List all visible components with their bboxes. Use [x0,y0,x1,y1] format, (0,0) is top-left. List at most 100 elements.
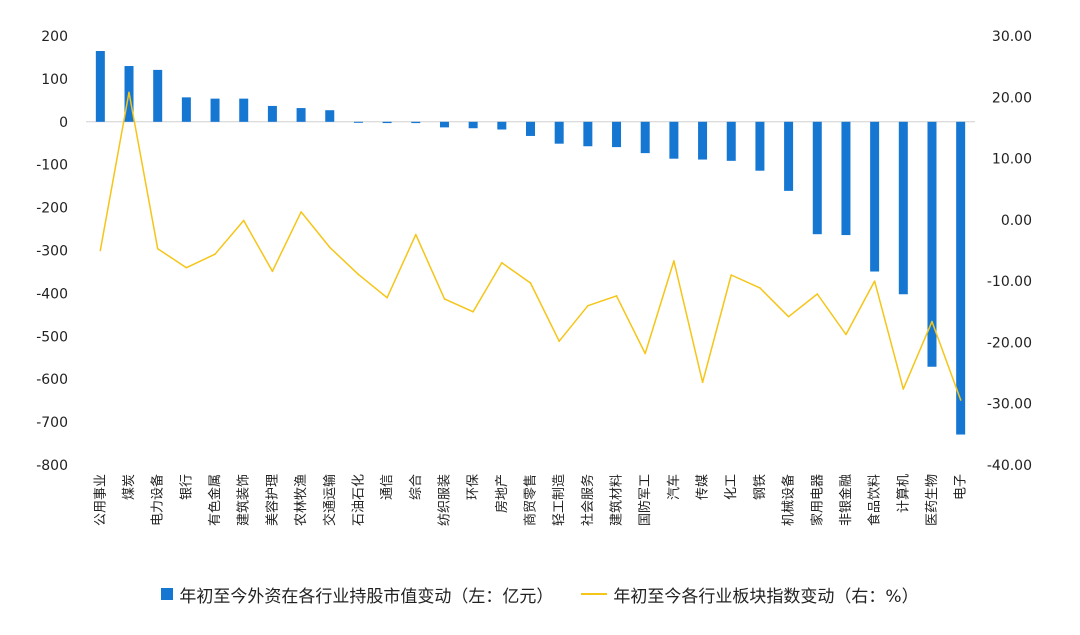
category-label: 有色金属 [207,474,223,526]
bar [669,121,679,159]
line-point [357,273,360,276]
legend-label-bar: 年初至今外资在各行业持股市值变动（左：亿元） [179,586,554,607]
line-point [386,296,388,299]
line-point [414,233,417,236]
bar [239,98,249,122]
bar [554,121,564,144]
bar [181,97,191,122]
legend-swatch-bar [161,588,174,600]
bar [726,121,736,161]
category-label: 食品饮料 [867,474,883,526]
bar [841,121,851,236]
category-label: 家用电器 [809,474,825,526]
category-label: 非银金融 [838,474,854,526]
left-tick-label: -200 [36,201,68,217]
bar [698,121,708,160]
line-point [472,310,474,313]
legend-label-line: 年初至今各行业板块指数变动（右：%） [613,586,919,607]
right-tick-label: 10.00 [992,152,1032,168]
line-point [873,280,876,282]
bar [382,121,392,124]
bar [612,121,622,148]
line-point [644,352,647,355]
category-label: 环保 [466,474,481,500]
line-point [558,340,560,343]
category-label: 国防军工 [637,474,653,526]
line-point [615,295,618,297]
line-point [214,253,216,255]
line-point [759,287,761,289]
category-label: 医药生物 [925,474,940,526]
line-point [128,91,130,94]
right-tick-label: 0.00 [1001,213,1032,229]
line-point [959,399,962,401]
line-point [701,381,704,384]
left-axis-ticks: 200 100 0 -100 -200 -300 -400 -500 -600 -700 -800 [36,29,68,474]
category-label: 商贸零售 [523,474,539,526]
legend-item-bar: 年初至今外资在各行业持股市值变动（左：亿元） [161,582,553,607]
category-label: 通信 [380,474,395,500]
bar [325,110,335,122]
line-point [271,270,274,273]
legend-item-line: 年初至今各行业板块指数变动（右：%） [581,582,919,607]
line-point [501,261,503,264]
category-label: 美容护理 [264,474,280,526]
bar [927,121,937,367]
category-label: 银行 [179,474,194,500]
left-tick-label: -800 [36,458,68,474]
category-label: 社会服务 [580,474,596,526]
right-tick-label: 30.00 [992,29,1032,45]
left-tick-label: 100 [41,72,68,88]
line-point [931,320,933,323]
left-tick-label: -600 [36,372,68,388]
left-tick-label: -500 [36,329,68,345]
category-label: 石油石化 [351,474,366,526]
category-label: 交通运输 [322,474,338,526]
bar [210,98,220,122]
left-tick-label: -300 [36,244,68,260]
bar [898,121,908,295]
line-point [156,247,159,250]
category-label: 汽车 [666,474,682,500]
bar [468,121,478,129]
bar-series [95,51,966,435]
category-label: 建筑材料 [609,474,625,526]
category-label: 计算机 [896,474,911,513]
bar [95,51,105,122]
right-tick-label: -30.00 [987,397,1032,413]
line-point [242,219,245,222]
line-point [99,249,102,252]
bar [267,105,277,122]
category-label: 电力设备 [150,474,166,526]
line-point [902,388,905,390]
category-label: 房地产 [494,474,510,513]
bar [353,121,363,123]
bar [640,121,650,154]
bar [583,121,593,147]
line-point [845,333,847,336]
line-point [816,293,819,295]
bar [497,121,507,130]
line-point [787,315,790,318]
category-label: 纺织服装 [437,474,452,526]
line-point [443,298,446,300]
line-point [529,282,532,284]
line-point [730,274,733,276]
bar [296,108,306,122]
right-tick-label: -10.00 [987,274,1032,290]
left-tick-label: -400 [36,286,68,302]
bar [784,121,794,191]
category-labels: 公用事业 煤炭 电力设备 银行 有色金属 建筑装饰 美容护理 农林牧渔 交通运输 石油石化 通信 综合… [93,474,968,526]
bar [956,121,966,435]
legend-swatch-line [581,593,608,595]
left-tick-label: 200 [41,29,68,45]
left-tick-label: -700 [36,415,68,431]
right-tick-label: -20.00 [987,335,1032,351]
bar [870,121,880,272]
category-label: 传媒 [696,474,711,500]
line-point [300,211,302,213]
line-point [673,260,675,262]
bar [526,121,535,136]
category-label: 综合 [409,474,424,500]
